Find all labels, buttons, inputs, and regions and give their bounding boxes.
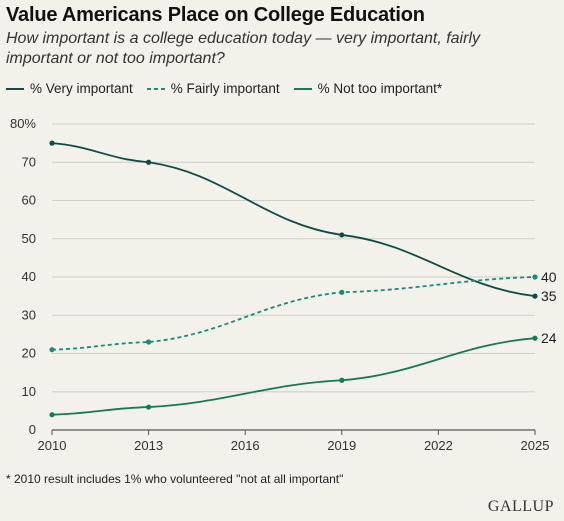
series-line-not_too bbox=[51, 337, 536, 416]
line-chart: 0 10 20 30 40 50 60 70 80% 2010 2013 2016 2019 2022 20… bbox=[10, 116, 557, 453]
legend-label-very: % Very important bbox=[30, 81, 133, 96]
legend: % Very important % Fairly important % No… bbox=[6, 81, 456, 96]
x-tick-label: 2013 bbox=[134, 438, 163, 453]
legend-label-not-too: % Not too important* bbox=[317, 81, 443, 96]
data-point-very bbox=[49, 140, 55, 146]
y-tick-label: 80% bbox=[10, 116, 36, 131]
data-point-not_too bbox=[146, 404, 152, 410]
x-tick-label: 2025 bbox=[521, 438, 550, 453]
x-tick-label: 2010 bbox=[38, 438, 67, 453]
series-line-fairly bbox=[51, 276, 536, 351]
x-tick-label: 2019 bbox=[327, 438, 356, 453]
end-label-not_too: 24 bbox=[541, 330, 557, 346]
data-point-very bbox=[339, 232, 345, 238]
y-tick-label: 50 bbox=[22, 231, 36, 246]
chart-title: Value Americans Place on College Educati… bbox=[6, 4, 425, 26]
legend-item-very: % Very important bbox=[6, 81, 133, 96]
x-tick-label: 2016 bbox=[231, 438, 260, 453]
data-point-fairly bbox=[146, 339, 152, 345]
y-tick-label: 60 bbox=[22, 193, 36, 208]
y-tick-label: 0 bbox=[29, 422, 36, 437]
series-line-very bbox=[51, 142, 536, 298]
y-tick-label: 10 bbox=[22, 384, 36, 399]
end-label-fairly: 40 bbox=[541, 269, 557, 285]
gallup-logo: GALLUP bbox=[487, 498, 554, 515]
legend-swatch-very bbox=[6, 87, 24, 90]
data-point-very bbox=[146, 159, 152, 165]
y-tick-label: 20 bbox=[22, 346, 36, 361]
data-point-not_too bbox=[532, 335, 538, 341]
data-point-fairly bbox=[339, 289, 345, 295]
y-tick-label: 40 bbox=[22, 269, 36, 284]
legend-swatch-fairly bbox=[146, 87, 165, 90]
legend-item-fairly: % Fairly important bbox=[146, 81, 280, 96]
data-point-not_too bbox=[49, 412, 55, 418]
chart-subtitle: How important is a college education tod… bbox=[6, 30, 480, 67]
end-label-very: 35 bbox=[541, 288, 557, 304]
data-point-fairly bbox=[532, 274, 538, 280]
x-tick-label: 2022 bbox=[424, 438, 453, 453]
legend-swatch-not-too bbox=[293, 87, 312, 90]
legend-item-not-too: % Not too important* bbox=[293, 81, 443, 96]
data-point-fairly bbox=[49, 347, 55, 353]
data-point-not_too bbox=[339, 377, 345, 383]
y-tick-label: 70 bbox=[22, 154, 36, 169]
legend-label-fairly: % Fairly important bbox=[170, 81, 280, 96]
y-tick-label: 30 bbox=[22, 307, 36, 322]
data-point-very bbox=[532, 293, 538, 299]
footnote: * 2010 result includes 1% who volunteere… bbox=[6, 472, 344, 486]
